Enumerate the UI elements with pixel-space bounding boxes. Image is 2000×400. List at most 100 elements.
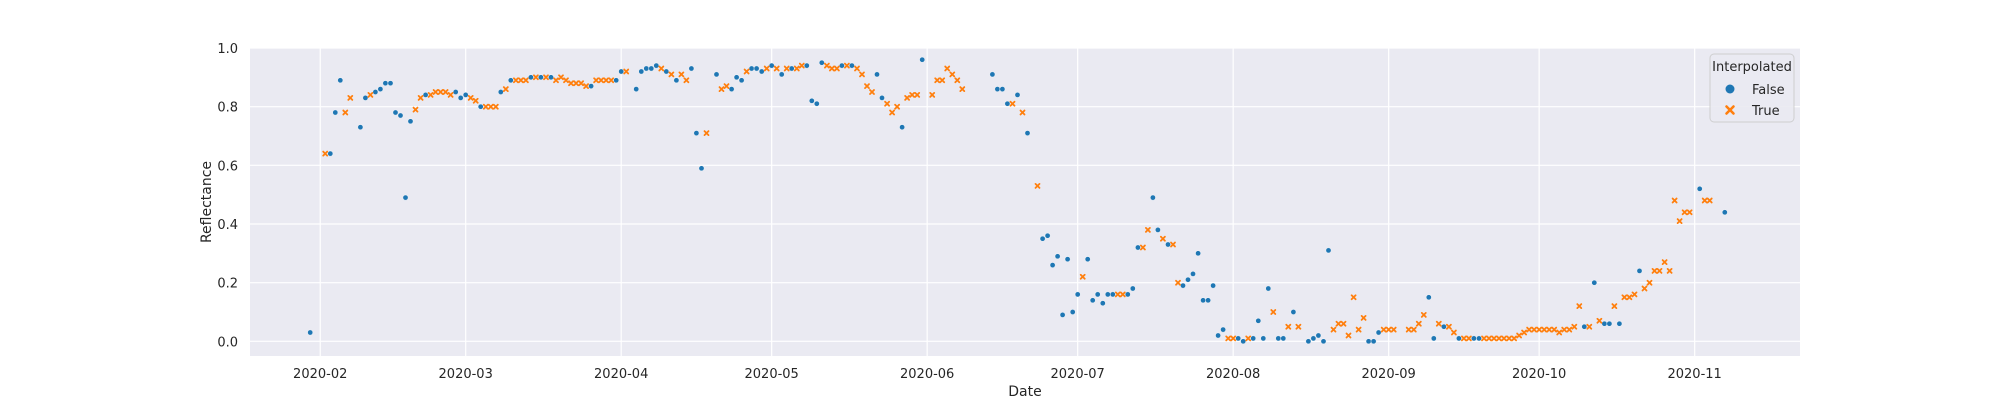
data-point-interpolated-false bbox=[618, 68, 625, 75]
data-point-interpolated-true bbox=[1230, 335, 1237, 342]
data-point-interpolated-true bbox=[573, 80, 579, 87]
data-point-interpolated-true bbox=[1631, 291, 1638, 298]
data-point-interpolated-true bbox=[412, 106, 419, 113]
data-point-interpolated-true bbox=[1666, 267, 1673, 274]
data-point-interpolated-false bbox=[653, 62, 660, 69]
data-points bbox=[307, 56, 1728, 345]
data-point-interpolated-false bbox=[382, 80, 389, 86]
data-point-interpolated-true bbox=[1671, 197, 1678, 204]
data-point-interpolated-true bbox=[859, 71, 865, 78]
data-point-interpolated-false bbox=[1024, 130, 1031, 136]
data-point-interpolated-false bbox=[1471, 335, 1477, 342]
data-point-interpolated-false bbox=[538, 74, 544, 81]
data-point-interpolated-false bbox=[1205, 297, 1211, 304]
data-point-interpolated-true bbox=[1566, 326, 1573, 333]
data-point-interpolated-true bbox=[668, 71, 675, 78]
data-point-interpolated-false bbox=[1125, 291, 1131, 298]
data-point-interpolated-false bbox=[462, 92, 469, 98]
data-point-interpolated-false bbox=[507, 77, 514, 84]
data-point-interpolated-true bbox=[909, 92, 915, 98]
data-point-interpolated-true bbox=[1586, 323, 1593, 330]
data-point-interpolated-false bbox=[1476, 335, 1482, 342]
data-point-interpolated-true bbox=[929, 92, 936, 98]
x-tick-label: 2020-09 bbox=[1362, 367, 1416, 382]
data-point-interpolated-false bbox=[1696, 185, 1703, 192]
data-point-interpolated-false bbox=[648, 65, 655, 72]
data-point-interpolated-false bbox=[1185, 276, 1191, 283]
x-tick-label: 2020-07 bbox=[1051, 367, 1105, 382]
data-point-interpolated-false bbox=[688, 65, 695, 72]
data-point-interpolated-true bbox=[829, 65, 835, 72]
data-point-interpolated-false bbox=[633, 86, 640, 92]
data-point-interpolated-true bbox=[1420, 311, 1427, 318]
data-point-interpolated-true bbox=[482, 103, 489, 110]
data-point-interpolated-true bbox=[884, 100, 890, 107]
data-point-interpolated-false bbox=[1064, 256, 1071, 263]
data-point-interpolated-true bbox=[763, 65, 770, 72]
data-point-interpolated-false bbox=[1110, 291, 1116, 298]
data-point-interpolated-false bbox=[999, 86, 1006, 92]
data-point-interpolated-true bbox=[1390, 326, 1397, 333]
data-point-interpolated-false bbox=[1220, 326, 1226, 333]
data-point-interpolated-true bbox=[1435, 320, 1442, 327]
data-point-interpolated-true bbox=[593, 77, 599, 84]
data-point-interpolated-true bbox=[558, 74, 564, 81]
data-point-interpolated-false bbox=[919, 56, 926, 63]
data-point-interpolated-true bbox=[568, 80, 574, 87]
data-point-interpolated-true bbox=[1140, 244, 1146, 251]
data-point-interpolated-true bbox=[437, 89, 444, 95]
data-point-interpolated-false bbox=[1180, 282, 1186, 289]
gridlines bbox=[250, 47, 1800, 356]
data-point-interpolated-true bbox=[1661, 259, 1668, 266]
data-point-interpolated-true bbox=[1446, 323, 1452, 330]
data-point-interpolated-true bbox=[1561, 326, 1568, 333]
data-point-interpolated-false bbox=[1215, 332, 1221, 339]
data-point-interpolated-false bbox=[1150, 194, 1156, 201]
data-point-interpolated-true bbox=[678, 71, 685, 78]
data-point-interpolated-true bbox=[1706, 197, 1713, 204]
data-point-interpolated-true bbox=[959, 86, 966, 92]
data-point-interpolated-true bbox=[889, 109, 895, 116]
data-point-interpolated-true bbox=[367, 92, 374, 98]
data-point-interpolated-true bbox=[553, 77, 559, 84]
data-point-interpolated-false bbox=[387, 80, 394, 86]
plot-background bbox=[250, 48, 1800, 356]
data-point-interpolated-true bbox=[1385, 326, 1392, 333]
y-tick-label: 0.8 bbox=[217, 101, 238, 116]
data-point-interpolated-true bbox=[1175, 279, 1181, 286]
data-point-interpolated-false bbox=[1089, 297, 1096, 304]
data-point-interpolated-false bbox=[1275, 335, 1282, 342]
data-point-interpolated-true bbox=[1079, 273, 1086, 280]
data-point-interpolated-true bbox=[563, 77, 569, 84]
data-point-interpolated-false bbox=[1084, 256, 1091, 263]
data-point-interpolated-true bbox=[1451, 329, 1457, 336]
data-point-interpolated-false bbox=[1581, 323, 1588, 330]
y-tick-label: 1.0 bbox=[217, 42, 238, 57]
data-point-interpolated-false bbox=[548, 74, 554, 81]
x-tick-label: 2020-08 bbox=[1206, 367, 1260, 382]
data-point-interpolated-false bbox=[1280, 335, 1287, 342]
data-point-interpolated-true bbox=[944, 65, 951, 72]
data-point-interpolated-false bbox=[1165, 241, 1171, 248]
data-point-interpolated-true bbox=[1345, 332, 1352, 339]
data-point-interpolated-true bbox=[1009, 100, 1016, 107]
data-point-interpolated-true bbox=[1596, 317, 1603, 324]
data-point-interpolated-true bbox=[1270, 309, 1277, 315]
data-point-interpolated-false bbox=[1004, 100, 1011, 107]
x-tick-label: 2020-11 bbox=[1667, 367, 1721, 382]
data-point-interpolated-false bbox=[1054, 253, 1061, 260]
data-point-interpolated-false bbox=[1059, 312, 1066, 318]
data-point-interpolated-true bbox=[1701, 197, 1708, 204]
data-point-interpolated-true bbox=[1521, 329, 1527, 336]
data-point-interpolated-true bbox=[1019, 109, 1026, 116]
data-point-interpolated-false bbox=[1265, 285, 1272, 292]
data-point-interpolated-true bbox=[658, 65, 665, 72]
data-point-interpolated-false bbox=[874, 71, 880, 78]
data-point-interpolated-false bbox=[1039, 235, 1046, 242]
data-point-interpolated-true bbox=[1516, 332, 1522, 339]
data-point-interpolated-false bbox=[1135, 244, 1141, 251]
data-point-interpolated-false bbox=[1100, 300, 1106, 307]
data-point-interpolated-false bbox=[1375, 329, 1382, 336]
data-point-interpolated-true bbox=[914, 92, 921, 98]
data-point-interpolated-true bbox=[1350, 294, 1357, 301]
